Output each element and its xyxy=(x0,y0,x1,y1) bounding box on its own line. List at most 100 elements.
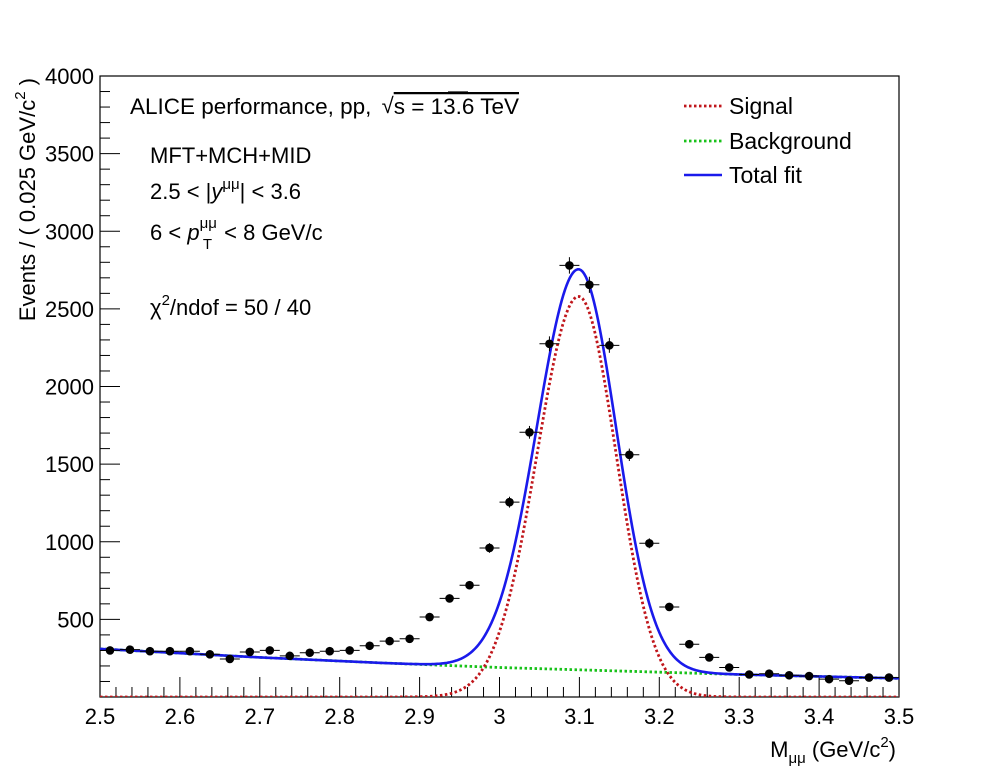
data-point xyxy=(459,580,480,590)
chi2-label: χ2/ndof = 50 / 40 xyxy=(150,292,311,320)
x-tick-label: 2.5 xyxy=(85,704,116,729)
signal-curve xyxy=(100,295,899,697)
data-point xyxy=(479,543,500,553)
data-point xyxy=(359,641,380,651)
legend-total-label: Total fit xyxy=(729,162,802,188)
data-point xyxy=(799,671,820,681)
x-tick-label: 3.1 xyxy=(564,704,595,729)
data-marker xyxy=(425,612,434,622)
data-marker xyxy=(345,646,354,655)
data-marker xyxy=(605,341,614,350)
data-point xyxy=(739,670,760,679)
data-point xyxy=(100,646,120,655)
data-marker xyxy=(405,634,414,644)
data-marker xyxy=(565,261,574,270)
data-marker xyxy=(704,653,714,662)
y-tick-label: 500 xyxy=(57,607,94,632)
data-point xyxy=(379,636,400,646)
x-axis: 2.5 2.6 2.7 2.8 2.9 3 3.1 3.2 3.3 3.4 3.5 xyxy=(85,677,915,729)
legend: Signal Background Total fit xyxy=(684,93,852,188)
data-marker xyxy=(844,676,854,685)
data-marker xyxy=(724,663,734,672)
data-point xyxy=(839,676,860,685)
data-marker xyxy=(664,602,674,612)
data-point xyxy=(259,646,280,655)
y-tick-label: 2000 xyxy=(45,375,94,400)
data-marker xyxy=(225,654,235,664)
data-points xyxy=(100,257,899,685)
x-tick-label: 3.5 xyxy=(884,704,915,729)
data-marker xyxy=(125,645,135,654)
data-point xyxy=(579,276,600,293)
data-marker xyxy=(864,673,874,682)
data-marker xyxy=(764,669,774,679)
data-point xyxy=(299,648,320,658)
data-point xyxy=(699,653,720,662)
y-tick-label: 3500 xyxy=(45,142,94,167)
data-point xyxy=(779,670,800,680)
chart-header: ALICE performance, pp, √s = 13.6 TeV xyxy=(130,93,519,119)
data-point xyxy=(539,336,560,352)
data-point xyxy=(619,448,640,462)
data-marker xyxy=(365,641,374,651)
legend-background-label: Background xyxy=(729,128,852,154)
data-point xyxy=(339,646,360,655)
data-point xyxy=(179,646,200,656)
data-marker xyxy=(245,647,255,657)
data-point xyxy=(659,602,680,612)
x-tick-label: 3.2 xyxy=(644,704,675,729)
data-point xyxy=(239,647,260,657)
y-tick-label: 2500 xyxy=(45,297,94,322)
data-point xyxy=(319,646,340,656)
data-point xyxy=(419,612,440,622)
x-tick-label: 3.4 xyxy=(804,704,835,729)
x-tick-label: 2.7 xyxy=(245,704,276,729)
y-axis-title: Events / ( 0.025 GeV/c2 ) xyxy=(12,78,40,321)
x-tick-label: 3.3 xyxy=(724,704,755,729)
x-tick-label: 2.8 xyxy=(324,704,355,729)
pt-label: 6 < pμμ T < 8 GeV/c xyxy=(150,215,323,253)
data-marker xyxy=(205,650,215,659)
data-marker xyxy=(625,450,634,460)
x-tick-label: 2.6 xyxy=(165,704,196,729)
data-point xyxy=(219,654,240,664)
data-point xyxy=(819,674,840,684)
data-marker xyxy=(744,670,754,679)
data-marker xyxy=(305,648,315,658)
data-point xyxy=(559,257,580,274)
data-marker xyxy=(165,646,175,656)
data-marker xyxy=(645,539,654,548)
data-point xyxy=(599,337,620,353)
data-marker xyxy=(804,671,814,681)
data-marker xyxy=(445,594,454,603)
data-marker xyxy=(285,651,295,661)
data-marker xyxy=(145,646,155,656)
data-point xyxy=(879,673,899,682)
x-tick-label: 2.9 xyxy=(404,704,435,729)
data-point xyxy=(279,651,300,661)
data-marker xyxy=(105,646,115,655)
x-tick-label: 3 xyxy=(493,704,505,729)
data-marker xyxy=(684,639,694,649)
y-tick-label: 4000 xyxy=(45,64,94,89)
data-marker xyxy=(824,674,834,684)
data-point xyxy=(439,594,460,603)
data-marker xyxy=(585,280,594,290)
data-point xyxy=(119,645,140,654)
detector-label: MFT+MCH+MID xyxy=(150,143,311,168)
data-point xyxy=(859,673,880,682)
data-point xyxy=(519,425,540,439)
data-point xyxy=(139,646,160,656)
data-marker xyxy=(185,646,195,656)
x-axis-title: Mμμ (GeV/c2) xyxy=(770,734,896,767)
data-marker xyxy=(884,673,894,682)
y-tick-label: 1500 xyxy=(45,452,94,477)
rapidity-label: 2.5 < |yμμ| < 3.6 xyxy=(150,176,301,204)
data-point xyxy=(759,669,780,679)
y-axis: 500 1000 1500 2000 2500 3000 3500 4000 xyxy=(45,64,120,698)
data-marker xyxy=(545,339,554,349)
y-tick-label: 1000 xyxy=(45,530,94,555)
data-marker xyxy=(784,670,794,680)
data-point xyxy=(639,538,660,549)
